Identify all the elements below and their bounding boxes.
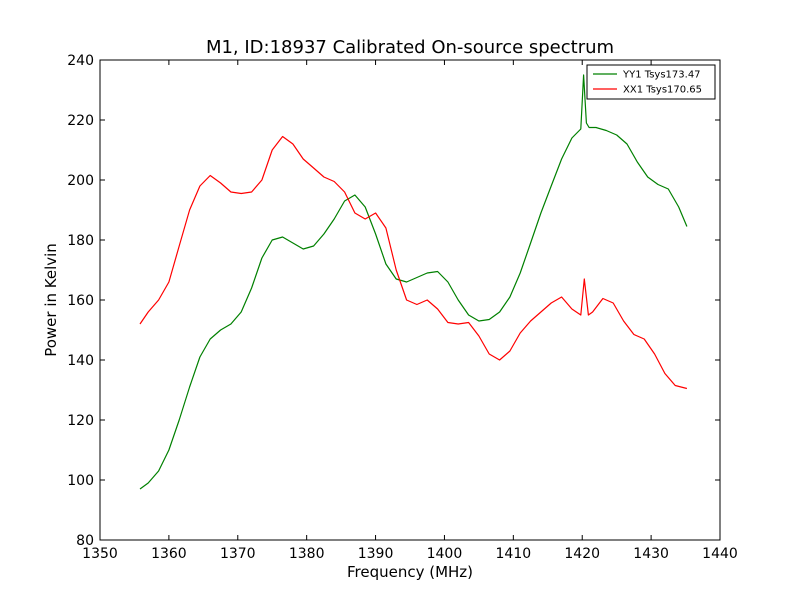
y-tick-label: 100 <box>67 473 94 489</box>
legend-label-1: YY1 Tsys173.47 <box>622 70 701 81</box>
y-tick-label: 160 <box>67 293 94 309</box>
series-line-1 <box>139 74 688 490</box>
x-tick-label: 1410 <box>496 546 532 562</box>
series-line-2 <box>139 135 688 390</box>
y-tick-label: 220 <box>67 113 94 129</box>
y-tick-label: 140 <box>67 353 94 369</box>
y-tick-label: 180 <box>67 233 94 249</box>
x-tick-label: 1440 <box>702 546 738 562</box>
y-tick-label: 240 <box>67 53 94 69</box>
y-tick-label: 200 <box>67 173 94 189</box>
chart-title: M1, ID:18937 Calibrated On-source spectr… <box>206 37 614 58</box>
x-tick-label: 1380 <box>289 546 325 562</box>
legend: YY1 Tsys173.47 XX1 Tsys170.65 <box>586 64 716 100</box>
x-tick-label: 1430 <box>633 546 669 562</box>
x-tick-label: 1350 <box>82 546 118 562</box>
x-tick-label: 1390 <box>358 546 394 562</box>
x-tick-label: 1400 <box>427 546 463 562</box>
legend-label-2: XX1 Tsys170.65 <box>623 85 702 96</box>
y-tick-label: 80 <box>76 533 94 549</box>
series-layer <box>139 74 688 490</box>
legend-box <box>586 64 716 100</box>
x-tick-label: 1370 <box>220 546 256 562</box>
ticks-layer: 1350 1360 1370 1380 1390 1400 1410 1420 1430 1440… <box>67 53 738 562</box>
x-tick-label: 1360 <box>151 546 187 562</box>
y-tick-label: 120 <box>67 413 94 429</box>
x-axis-label: Frequency (MHz) <box>347 563 473 581</box>
x-tick-label: 1420 <box>564 546 600 562</box>
y-axis-label: Power in Kelvin <box>42 243 60 357</box>
